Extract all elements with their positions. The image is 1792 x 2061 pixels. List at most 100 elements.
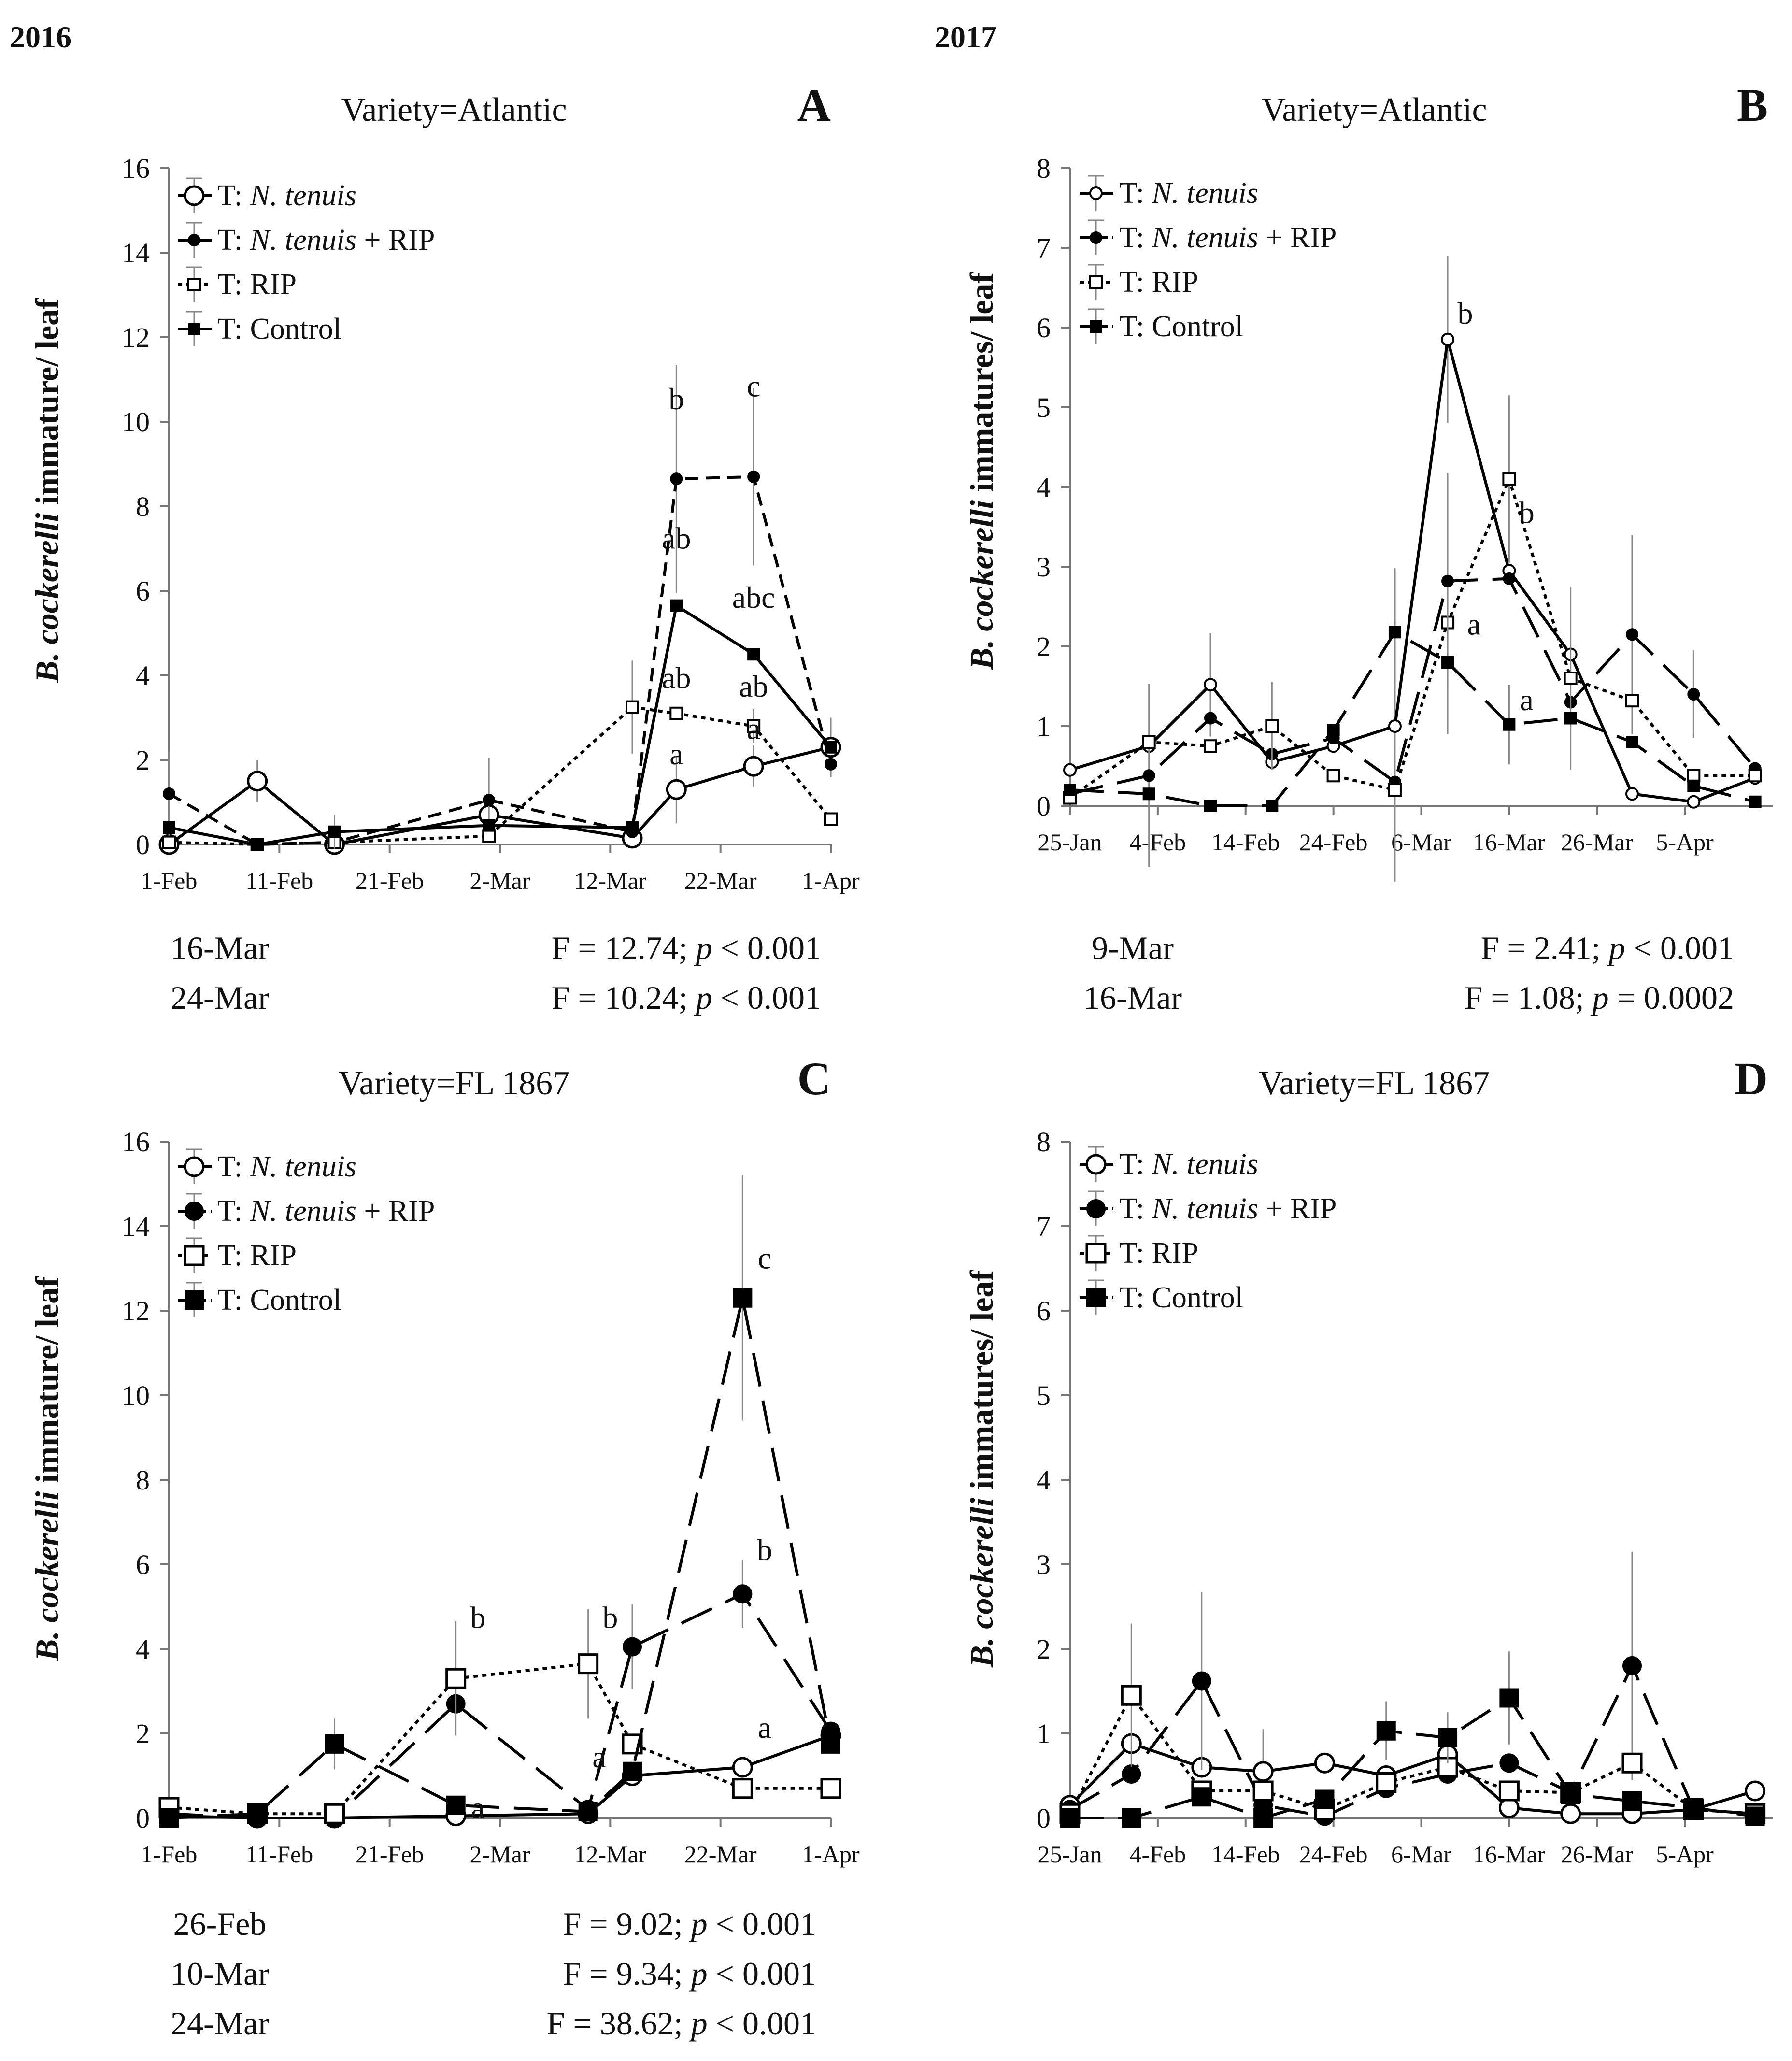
series-line <box>1069 477 1755 799</box>
data-point <box>825 741 837 754</box>
series-line <box>1069 1664 1755 1818</box>
y-axis-label: B. cockerelli immatures/ leaf <box>963 272 1000 670</box>
data-point <box>1266 800 1279 812</box>
legend-label-suffix: + RIP <box>356 224 435 257</box>
y-tick-label: 2 <box>136 1718 150 1749</box>
significance-letter: b <box>1519 495 1535 530</box>
legend-label-species: N. tenuis <box>1152 1148 1258 1181</box>
x-tick-label: 1-Apr <box>802 867 860 894</box>
legend-label: T: N. tenuis + RIP <box>1119 221 1337 254</box>
data-point <box>743 756 764 777</box>
data-point <box>1204 739 1217 753</box>
legend-label-prefix: T: <box>1119 1192 1152 1225</box>
legend-item-1: T: N. tenuis <box>178 1148 356 1184</box>
legend-marker <box>187 278 201 291</box>
stat-f: F = 38.62; <box>547 2005 691 2042</box>
stat-p-symbol: p <box>689 1955 708 1992</box>
chart-title: Variety=FL 1867 <box>339 1065 569 1102</box>
legend-label-species: N. tenuis <box>250 179 356 212</box>
y-tick-label: 8 <box>136 1464 150 1496</box>
legend-label: T: N. tenuis <box>217 1150 356 1183</box>
stat-f: F = 10.24; <box>552 979 696 1016</box>
legend-marker <box>184 185 205 206</box>
legend-item-2: T: N. tenuis + RIP <box>1080 1190 1337 1226</box>
data-point <box>159 1808 179 1828</box>
stat-p-symbol: p <box>1591 979 1609 1016</box>
data-point <box>247 771 268 792</box>
legend-label-prefix: T: <box>217 313 250 345</box>
significance-letter: a <box>669 737 683 771</box>
legend-label-suffix: + RIP <box>1258 221 1337 254</box>
series-line <box>1069 577 1756 796</box>
x-tick-label: 26-Mar <box>1561 829 1633 856</box>
series-4 <box>163 599 837 851</box>
data-point <box>1748 769 1762 783</box>
series-2 <box>1060 1551 1765 1826</box>
data-point <box>1684 1798 1704 1818</box>
x-tick-label: 2-Mar <box>470 867 530 894</box>
data-point <box>1687 795 1701 809</box>
stat-date: 26-Feb <box>173 1905 267 1942</box>
x-tick-label: 26-Mar <box>1561 1841 1633 1868</box>
y-tick-label: 4 <box>1037 472 1051 503</box>
y-tick-label: 1 <box>1037 711 1051 742</box>
data-point <box>1060 1808 1080 1828</box>
legend-label-species: N. tenuis <box>1152 1192 1258 1225</box>
y-axis-label-unit: immature/ leaf <box>28 1276 65 1491</box>
stat-p-value: < 0.001 <box>712 979 821 1016</box>
data-point <box>1327 724 1340 737</box>
data-point <box>1204 712 1217 725</box>
y-tick-label: 3 <box>1037 551 1051 583</box>
stat-p-symbol: p <box>694 930 712 966</box>
data-point <box>1142 787 1155 801</box>
y-tick-label: 14 <box>122 237 150 269</box>
legend-label-suffix: Control <box>1152 310 1243 343</box>
legend-label: T: N. tenuis <box>217 179 356 212</box>
legend-label-prefix: T: <box>217 1239 250 1272</box>
legend: T: N. tenuis T: N. tenuis + RIP T: RIP T: C… <box>178 1148 435 1317</box>
data-point <box>1388 783 1402 797</box>
series-4 <box>159 1175 840 1828</box>
x-tick-label: 22-Mar <box>684 1841 757 1868</box>
y-tick-label: 7 <box>1037 1211 1051 1242</box>
legend-label: T: RIP <box>217 268 297 301</box>
legend-label-prefix: T: <box>1119 221 1152 254</box>
significance-letter: b <box>668 382 684 416</box>
data-point <box>626 821 639 834</box>
legend-item-4: T: Control <box>178 1282 341 1317</box>
x-tick-label: 1-Apr <box>802 1841 860 1868</box>
series-2 <box>1064 473 1762 868</box>
year-label-2017: 2017 <box>935 20 996 54</box>
data-point <box>1687 688 1700 701</box>
data-point <box>1441 332 1455 346</box>
stat-p-value: < 0.001 <box>712 930 821 966</box>
legend-item-4: T: Control <box>178 311 341 346</box>
data-point <box>747 648 760 661</box>
significance-letter: a <box>471 1790 484 1825</box>
panel-letter: A <box>797 79 831 131</box>
stat-f-value: F = 12.74; p < 0.001 <box>552 930 821 966</box>
series-line <box>168 745 831 846</box>
data-point <box>623 1761 642 1781</box>
stat-f: F = 9.02; <box>563 1905 691 1942</box>
y-tick-label: 12 <box>122 1295 150 1327</box>
data-point <box>324 1803 345 1824</box>
data-point <box>1064 784 1076 796</box>
legend-item-2: T: N. tenuis + RIP <box>178 222 435 258</box>
x-tick-label: 5-Apr <box>1656 1841 1714 1868</box>
series-line <box>169 1592 832 1819</box>
data-point <box>1622 1656 1642 1675</box>
legend-item-1: T: N. tenuis <box>178 177 356 213</box>
legend-label: T: RIP <box>217 1239 297 1272</box>
data-point <box>1142 735 1156 749</box>
data-point <box>670 472 683 486</box>
legend-item-2: T: N. tenuis + RIP <box>178 1193 435 1229</box>
data-point <box>669 706 683 720</box>
data-point <box>251 838 264 851</box>
data-point <box>1749 795 1762 808</box>
legend-marker <box>188 323 200 335</box>
x-tick-label: 21-Feb <box>356 867 424 894</box>
y-axis-label-unit: immatures/ leaf <box>963 272 1000 500</box>
y-axis-label: B. cockerelli immature/ leaf <box>28 1276 65 1661</box>
